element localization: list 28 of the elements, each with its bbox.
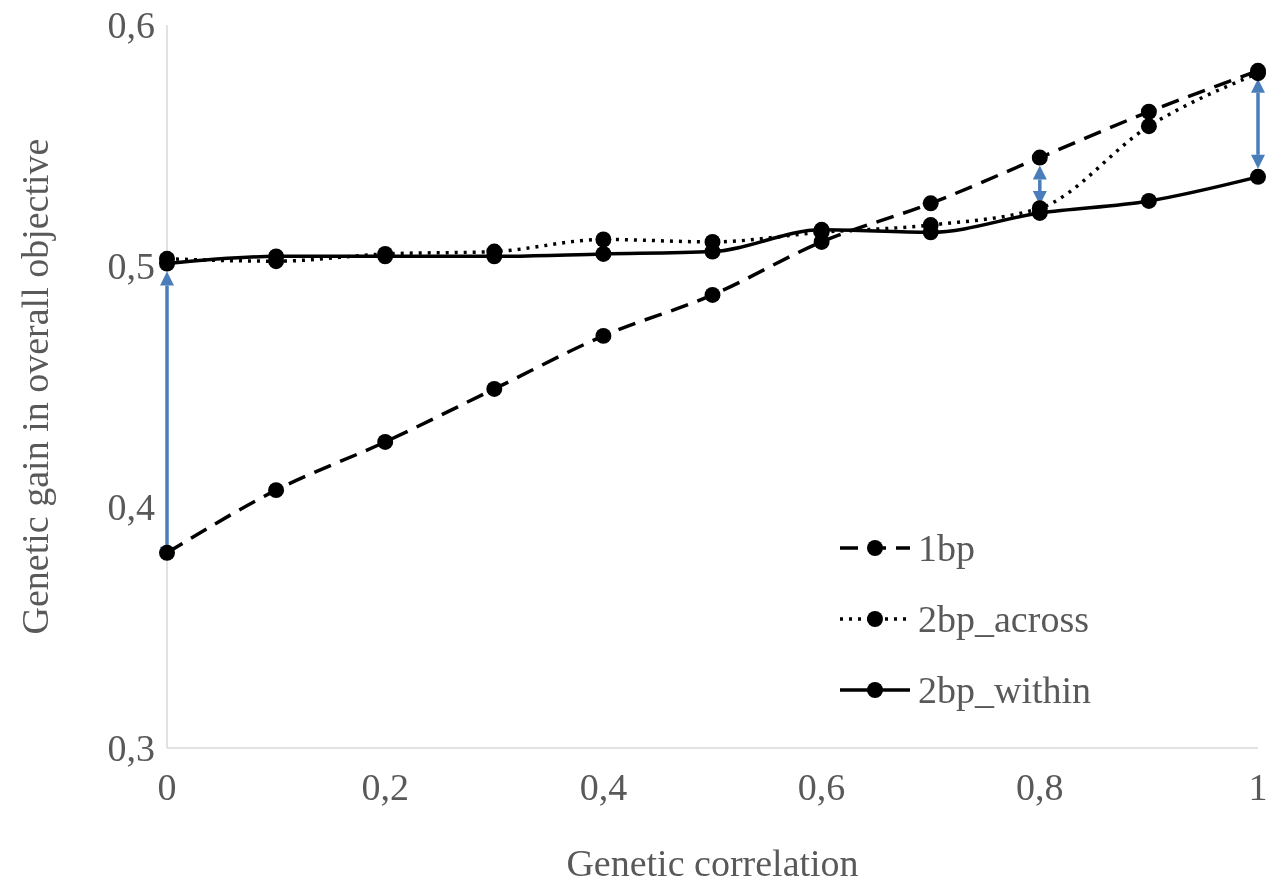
x-tick-label: 0,8 xyxy=(1016,766,1064,808)
y-tick-label: 0,4 xyxy=(107,486,155,529)
legend-label: 2bp_across xyxy=(918,598,1089,641)
x-tick-label: 0,4 xyxy=(579,766,628,808)
point xyxy=(377,433,394,450)
y-tick-label: 0,6 xyxy=(107,4,155,47)
point xyxy=(595,231,612,248)
x-tick-label: 1 xyxy=(1248,766,1266,808)
point xyxy=(486,380,503,397)
point xyxy=(1140,103,1157,120)
y-axis-title: Genetic gain in overall objective xyxy=(14,138,56,635)
point xyxy=(704,286,721,303)
point xyxy=(1250,168,1266,185)
x-tick-label: 0,2 xyxy=(361,766,409,808)
point xyxy=(595,245,612,262)
legend-label: 2bp_within xyxy=(918,669,1092,712)
point xyxy=(268,482,285,499)
x-tick-label: 0 xyxy=(157,766,177,808)
point xyxy=(595,327,612,344)
point xyxy=(1140,118,1157,135)
x-tick-label: 0,6 xyxy=(797,766,846,808)
point xyxy=(1031,149,1048,166)
x-axis-title: Genetic correlation xyxy=(566,842,859,884)
point xyxy=(1140,192,1157,209)
y-tick-label: 0,5 xyxy=(107,245,155,288)
point xyxy=(922,195,939,212)
y-tick-label: 0,3 xyxy=(107,727,155,770)
legend-label: 1bp xyxy=(918,527,975,570)
